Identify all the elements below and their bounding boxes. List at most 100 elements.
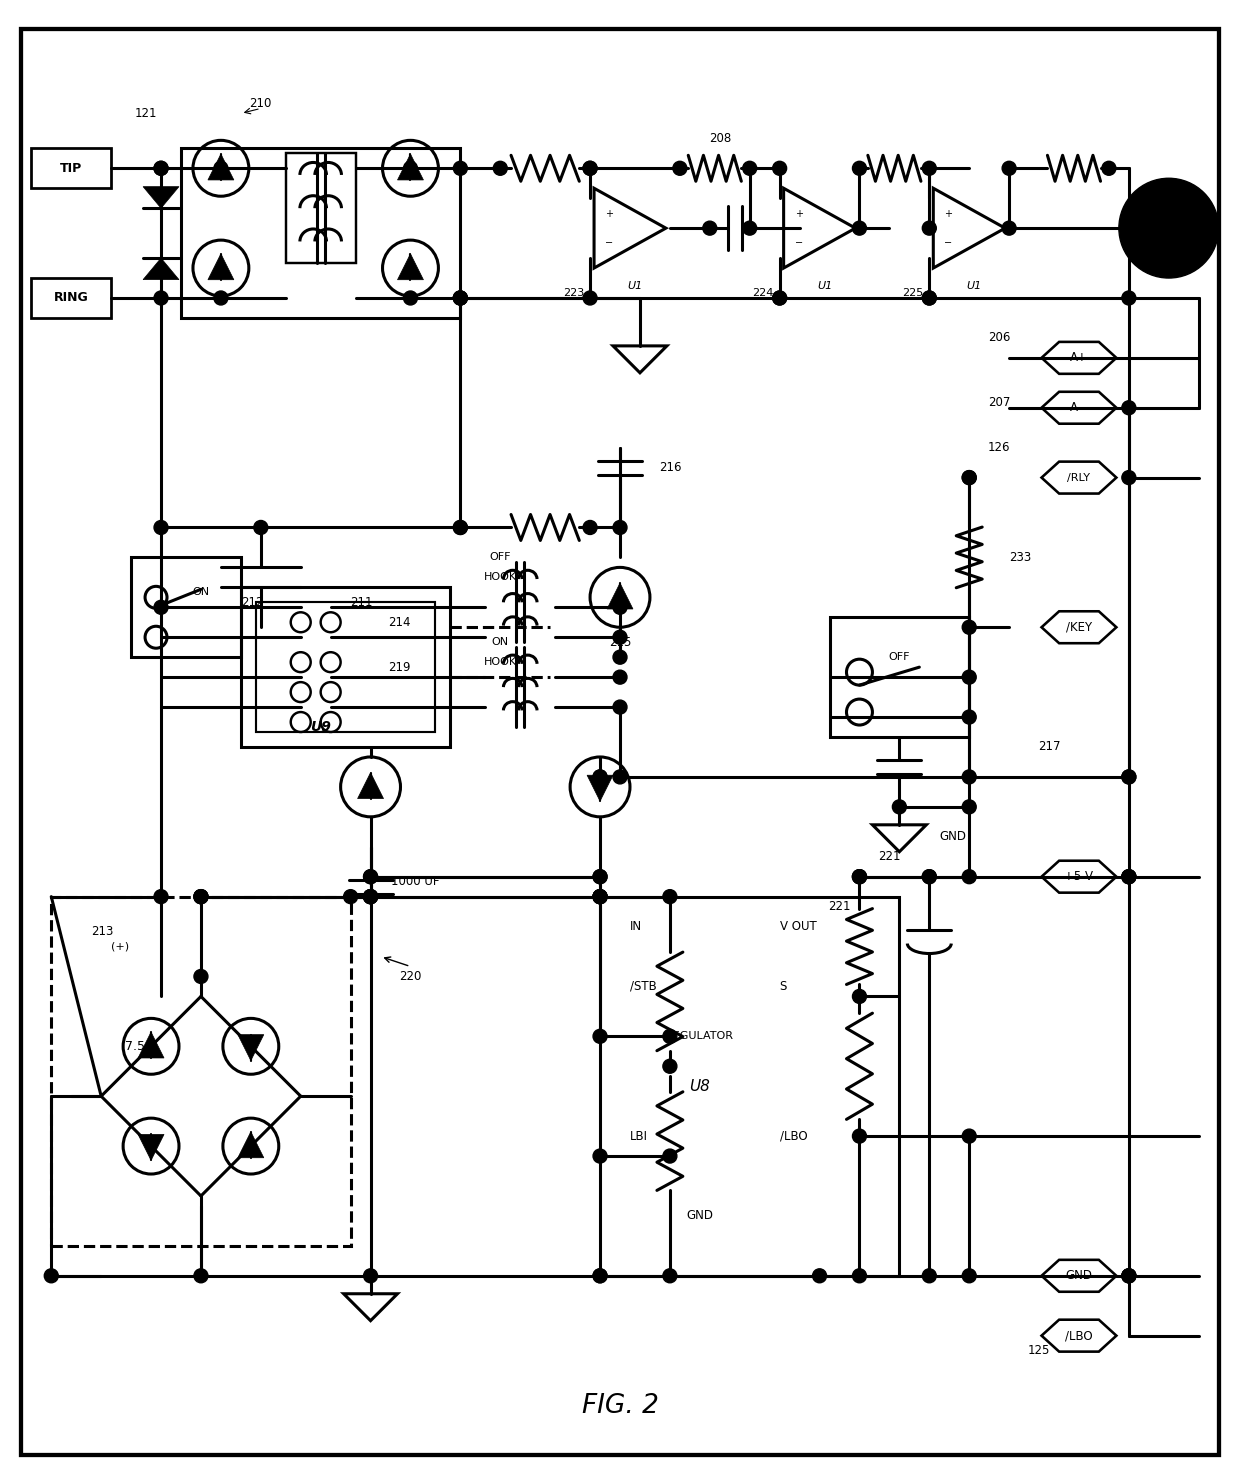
Circle shape [454, 520, 467, 535]
Text: 220: 220 [399, 970, 422, 984]
Circle shape [773, 291, 786, 304]
Circle shape [583, 291, 596, 304]
Circle shape [154, 600, 167, 614]
Text: ON: ON [192, 588, 210, 597]
Circle shape [593, 770, 608, 784]
Text: U1: U1 [966, 281, 982, 291]
Circle shape [494, 161, 507, 176]
Circle shape [593, 889, 608, 904]
Bar [51, 897, 351, 1247]
Circle shape [773, 291, 786, 304]
Text: 207: 207 [988, 396, 1011, 409]
Text: ON: ON [492, 637, 508, 647]
Circle shape [613, 600, 627, 614]
Circle shape [923, 870, 936, 883]
Circle shape [154, 161, 167, 176]
Text: 1000 UF: 1000 UF [391, 876, 439, 888]
Circle shape [593, 889, 608, 904]
Text: A−: A− [1070, 402, 1087, 414]
Circle shape [154, 161, 167, 176]
Circle shape [1122, 222, 1136, 235]
Circle shape [962, 671, 976, 684]
Circle shape [454, 291, 467, 304]
Text: V OUT: V OUT [780, 920, 816, 933]
Circle shape [254, 520, 268, 535]
Bar [600, 897, 899, 1276]
Polygon shape [143, 258, 179, 279]
Text: IN: IN [630, 920, 642, 933]
Circle shape [1122, 770, 1136, 784]
Circle shape [193, 889, 208, 904]
Text: +: + [795, 208, 802, 219]
Circle shape [663, 1029, 677, 1043]
Circle shape [154, 291, 167, 304]
Bar [255, 603, 435, 733]
Circle shape [852, 870, 867, 883]
Text: U1: U1 [627, 281, 642, 291]
Text: 125: 125 [1028, 1344, 1050, 1357]
Polygon shape [587, 775, 613, 801]
Circle shape [593, 1269, 608, 1284]
Circle shape [1122, 400, 1136, 415]
Text: A+: A+ [1070, 352, 1087, 365]
Text: 213: 213 [92, 925, 114, 938]
Circle shape [852, 990, 867, 1003]
Text: 219: 219 [388, 660, 410, 674]
Polygon shape [138, 1032, 164, 1058]
Circle shape [215, 161, 228, 176]
Circle shape [663, 1149, 677, 1162]
Polygon shape [238, 1034, 264, 1060]
Circle shape [593, 889, 608, 904]
Circle shape [1122, 1269, 1136, 1284]
Text: 217: 217 [1038, 740, 1060, 753]
Circle shape [363, 889, 377, 904]
Circle shape [1122, 870, 1136, 883]
Circle shape [962, 770, 976, 784]
Text: 214: 214 [388, 616, 410, 629]
Circle shape [1122, 1269, 1136, 1284]
Circle shape [923, 161, 936, 176]
Circle shape [1118, 179, 1219, 278]
Circle shape [893, 801, 906, 814]
Circle shape [663, 889, 677, 904]
Polygon shape [608, 583, 632, 609]
Text: 211: 211 [351, 595, 373, 609]
Circle shape [673, 161, 687, 176]
Circle shape [593, 1029, 608, 1043]
Text: OFF: OFF [889, 653, 910, 662]
Polygon shape [398, 154, 423, 180]
Circle shape [1122, 1269, 1136, 1284]
Polygon shape [208, 254, 234, 279]
Bar [241, 588, 450, 747]
Bar [131, 557, 241, 657]
Circle shape [962, 870, 976, 883]
Text: U1: U1 [817, 281, 832, 291]
Text: 121: 121 [135, 106, 157, 120]
Circle shape [743, 161, 756, 176]
Circle shape [403, 291, 418, 304]
Text: RING: RING [53, 291, 88, 304]
Circle shape [454, 161, 467, 176]
Text: 215: 215 [609, 635, 631, 648]
Circle shape [923, 1269, 936, 1284]
Text: /STB: /STB [630, 979, 657, 993]
Polygon shape [398, 254, 423, 279]
Text: GND: GND [686, 1210, 713, 1223]
Text: TIP: TIP [60, 162, 82, 174]
Circle shape [593, 1149, 608, 1162]
Circle shape [363, 870, 377, 883]
Circle shape [923, 291, 936, 304]
Circle shape [363, 889, 377, 904]
Text: −: − [605, 238, 613, 248]
Text: S: S [780, 979, 787, 993]
Circle shape [593, 1269, 608, 1284]
Circle shape [1122, 870, 1136, 883]
Circle shape [613, 770, 627, 784]
Bar [181, 148, 460, 318]
Bar [285, 154, 356, 263]
Text: U9: U9 [310, 719, 331, 734]
Text: /RLY: /RLY [1068, 473, 1090, 483]
Text: 126: 126 [988, 442, 1011, 453]
Circle shape [852, 222, 867, 235]
Text: 223: 223 [563, 288, 584, 298]
